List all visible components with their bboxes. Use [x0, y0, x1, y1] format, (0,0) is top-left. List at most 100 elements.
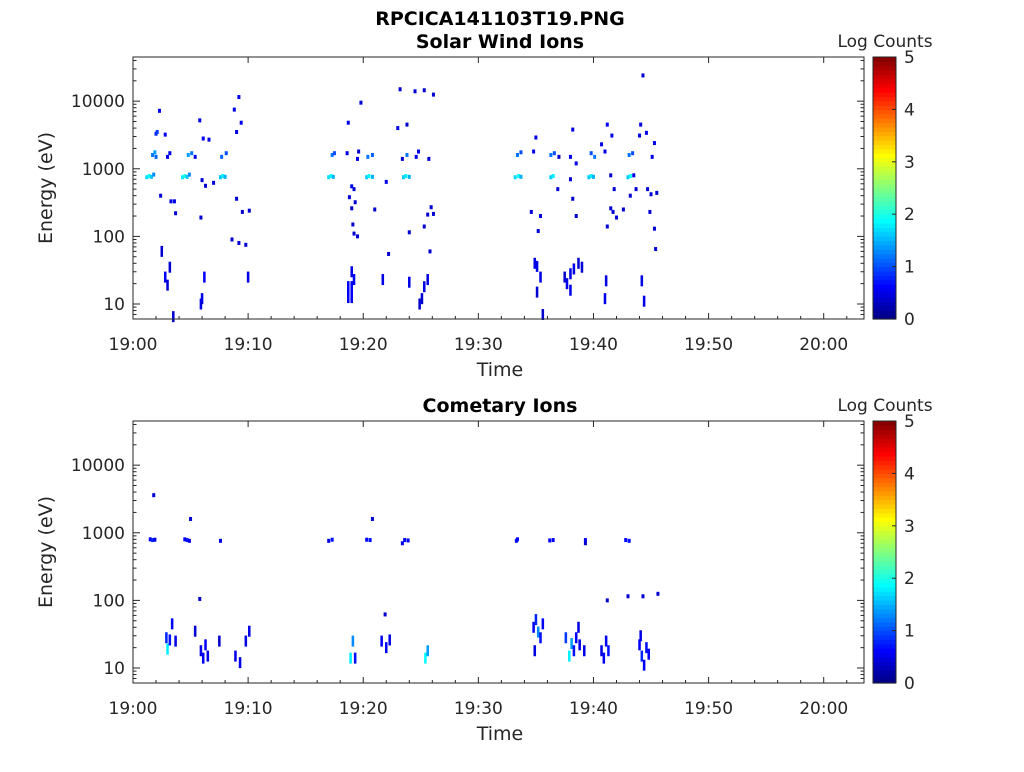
data-cell	[571, 196, 575, 201]
data-cell	[235, 196, 239, 201]
colorbar-segment	[873, 434, 896, 440]
data-column	[170, 618, 174, 630]
colorbar-segment	[873, 490, 896, 496]
data-column	[541, 618, 545, 630]
colorbar-segment	[873, 429, 896, 435]
data-cell	[185, 538, 189, 543]
data-column	[350, 281, 353, 304]
colorbar-frame	[872, 56, 897, 320]
colorbar-segment	[873, 192, 896, 198]
colorbar-segment	[873, 310, 896, 316]
colorbar-segment	[873, 600, 896, 605]
data-column	[536, 626, 540, 638]
data-cell	[652, 226, 656, 231]
data-cell	[407, 230, 411, 235]
colorbar-segment	[873, 595, 896, 601]
data-cell	[557, 154, 561, 159]
colorbar-tick-label: 3	[904, 517, 915, 537]
data-cell	[235, 129, 239, 134]
colorbar-segment	[873, 586, 896, 592]
x-tick-label: 19:20	[339, 699, 388, 719]
data-cell	[368, 538, 372, 543]
data-column	[603, 293, 607, 305]
colorbar-segment	[873, 188, 896, 193]
data-cell	[519, 174, 523, 179]
colorbar-segment	[873, 297, 896, 303]
colorbar-segment	[873, 634, 896, 640]
colorbar-segment	[873, 279, 896, 285]
colorbar-segment	[873, 118, 896, 124]
data-column	[533, 645, 537, 657]
data-cell	[232, 107, 236, 112]
colorbar-segment	[873, 262, 896, 268]
cometary-ions-panel: 19:00 19:10 19:20 19:30 19:40 19:50 20:0010100…	[35, 395, 933, 745]
colorbar-segment	[873, 257, 896, 263]
data-cell	[413, 89, 417, 94]
colorbar-segment	[873, 464, 896, 470]
data-cell	[163, 132, 167, 137]
data-column	[166, 279, 169, 291]
data-column	[647, 648, 650, 660]
colorbar-segment	[873, 525, 896, 531]
data-cell	[149, 174, 153, 179]
data-cell	[152, 172, 156, 177]
colorbar-label: Log Counts	[837, 32, 932, 52]
figure-title: RPCICA141103T19.PNG	[375, 8, 625, 30]
colorbar-segment	[873, 61, 896, 67]
data-cell	[330, 537, 334, 542]
colorbar-tick-label: 0	[904, 674, 915, 694]
data-cell	[649, 192, 653, 197]
data-cell	[583, 538, 587, 543]
colorbar-segment	[873, 222, 896, 228]
colorbar-segment	[873, 630, 896, 636]
y-axis-label: Energy (eV)	[35, 496, 57, 608]
data-cell	[185, 174, 189, 179]
data-column	[578, 639, 581, 651]
x-tick-label: 19:10	[224, 699, 273, 719]
colorbar-segment	[873, 486, 896, 492]
data-cell	[605, 122, 609, 127]
data-column	[234, 650, 237, 662]
data-cell	[589, 174, 593, 179]
data-cell	[199, 215, 203, 220]
data-cell	[151, 152, 155, 157]
colorbar-segment	[873, 648, 896, 654]
data-cell	[428, 249, 432, 254]
colorbar-segment	[873, 196, 896, 202]
data-cell	[224, 151, 228, 156]
data-column	[604, 275, 608, 287]
data-column	[384, 642, 388, 654]
data-cell	[145, 175, 149, 180]
data-cell	[517, 174, 521, 179]
colorbar-tick-label: 1	[904, 622, 915, 642]
colorbar-segment	[873, 425, 896, 431]
colorbar-segment	[873, 74, 896, 80]
data-column	[351, 635, 355, 647]
data-column	[218, 635, 221, 647]
data-cell	[384, 179, 388, 184]
data-column	[535, 260, 539, 272]
colorbar-segment	[873, 266, 896, 272]
data-cell	[190, 151, 194, 156]
data-cell	[351, 222, 355, 227]
x-tick-label: 19:40	[569, 699, 618, 719]
data-cell	[198, 118, 202, 123]
data-column	[640, 275, 644, 287]
data-cell	[352, 187, 356, 192]
colorbar-segment	[873, 578, 896, 584]
data-column	[539, 632, 542, 644]
colorbar-segment	[873, 547, 896, 553]
data-cell	[536, 229, 540, 234]
data-cell	[373, 207, 377, 212]
data-cell	[240, 209, 244, 214]
y-tick-label: 100	[93, 227, 125, 247]
data-cell	[151, 538, 155, 543]
data-cell	[549, 152, 553, 157]
data-column	[532, 621, 535, 633]
colorbar-segment	[873, 57, 896, 62]
colorbar-segment	[873, 573, 896, 579]
data-cell	[429, 205, 433, 210]
colorbar-segment	[873, 591, 896, 597]
colorbar-segment	[873, 455, 896, 461]
colorbar-segment	[873, 556, 896, 562]
